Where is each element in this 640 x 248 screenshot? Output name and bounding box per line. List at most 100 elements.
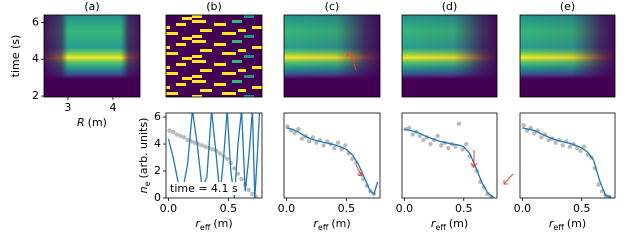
data-point [567,144,573,149]
annotation-arrows [346,51,514,185]
data-point [292,131,297,136]
data-point [217,151,223,156]
x-tick-label: 3 [64,101,71,114]
data-point [521,122,526,128]
axis-label-text: (m) [88,116,107,129]
panel-label: (e) [560,0,575,13]
data-point [225,156,230,162]
axis-label: reff (m) [431,217,468,232]
data-point [335,140,341,145]
axes-frame [401,14,498,98]
y-tick-label: 6 [154,110,161,123]
axes-frame [283,112,381,199]
data-point [539,135,544,140]
data-point [321,143,326,148]
data-point [438,143,444,148]
data-point [532,131,537,136]
data-point [299,136,305,141]
heatmap [166,15,262,97]
plot-area [521,122,612,198]
axis-label-symbol: r [195,217,201,230]
panel-label: (b) [206,0,222,13]
x-tick-label: 4 [109,101,116,114]
data-point [410,132,415,137]
y-tick-label: 0 [154,191,161,204]
heatmap-fade [520,15,615,97]
axes-frame [519,112,616,199]
data-point [406,125,412,131]
axis-label-text: (m) [567,217,586,230]
data-line [522,127,612,198]
y-tick-label: 2 [154,164,161,177]
data-point [463,141,469,147]
axis-label-subscript: eff [553,223,564,232]
x-tick-label: 0.0 [514,202,532,215]
y-tick-label: 4 [154,137,161,150]
axis-label-text: (arb. units) [137,118,150,179]
axes-frame [283,14,381,98]
y-tick-label: 6 [32,15,39,28]
data-point [581,144,587,149]
data-point [350,156,355,162]
axis-label-text: (m) [449,217,468,230]
axis-label: reff (m) [549,217,586,232]
axes-frame [165,14,263,98]
data-point [314,140,319,145]
y-tick-label: 2 [32,89,39,102]
data-point [178,133,183,139]
x-tick-label: 0.0 [278,202,296,215]
data-point [332,145,337,151]
heatmap-edge [44,15,140,97]
x-tick-label: 0.0 [160,202,178,215]
data-point [167,128,172,133]
heatmap-fade [284,15,380,97]
axis-label: ne (arb. units) [137,118,152,194]
x-tick-label: 0.5 [220,202,238,215]
axis-label-subscript: e [143,181,152,186]
axis-label-symbol: R [77,116,85,129]
data-point [435,133,440,139]
data-point [250,191,255,197]
data-point [453,144,458,149]
data-point [199,143,205,148]
x-tick-label: 0.5 [455,202,473,215]
axis-label-subscript: eff [318,223,329,232]
axes-frame [519,14,616,98]
axis-label-subscript: eff [435,223,446,232]
data-point [428,141,433,147]
heatmap-fade [402,15,497,97]
data-point [171,129,176,135]
panel-label: (c) [325,0,340,13]
y-tick-label: 4 [32,52,39,65]
axis-label-symbol: n [137,186,150,193]
axis-label-symbol: r [313,217,319,230]
data-point [296,126,301,132]
data-point [553,140,558,145]
data-line [167,113,261,198]
data-point [185,137,190,143]
data-point [235,171,241,176]
annotation: time = 4.1 s [170,182,238,195]
data-point [421,137,426,143]
data-point [307,139,312,144]
plot-area [285,124,379,197]
data-point [446,145,451,151]
data-point [192,140,197,145]
axis-label: R (m) [77,116,107,129]
plot-area [167,113,261,198]
data-point [460,147,465,152]
panel-label: (a) [84,0,99,13]
axis-label: time (s) [9,35,22,78]
axis-label: reff (m) [195,217,232,232]
data-point [560,143,565,148]
axes-frame [165,112,263,199]
annotation-bg [168,182,238,195]
axis-label-symbol: r [431,217,437,230]
data-point [596,182,601,187]
x-tick-label: 0.5 [573,202,591,215]
plot-area [403,121,494,198]
x-tick-label: 0.5 [338,202,356,215]
axis-label: reff (m) [313,217,350,232]
x-tick-label: 0.0 [396,202,414,215]
